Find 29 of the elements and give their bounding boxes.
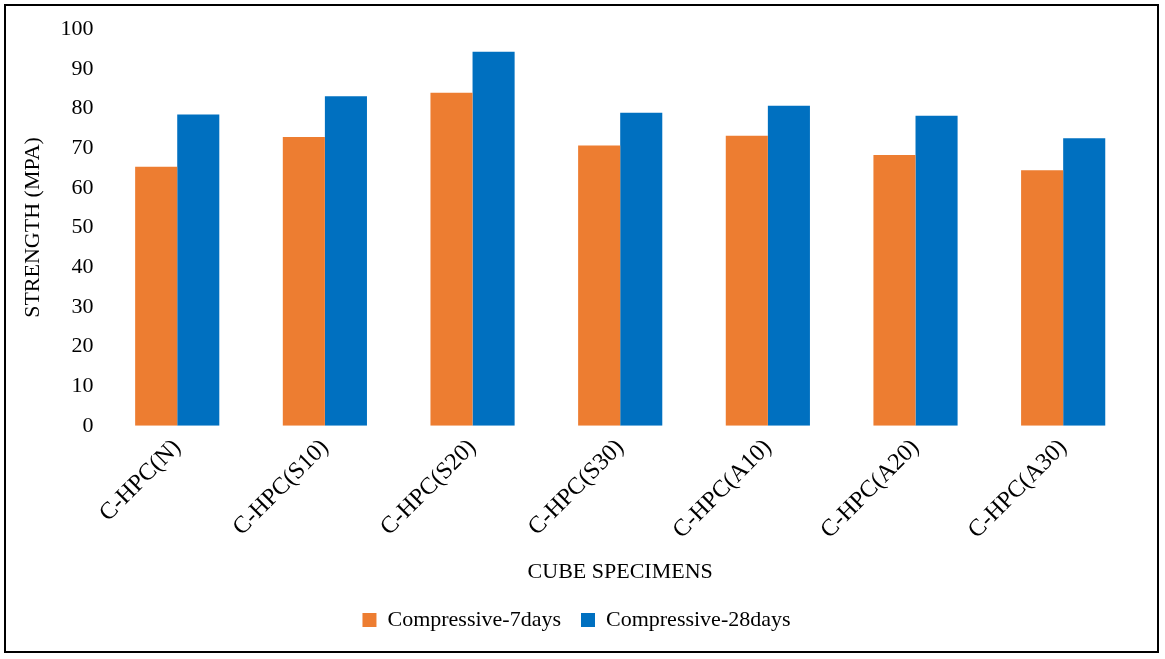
bar xyxy=(915,115,958,426)
bar xyxy=(873,154,916,426)
y-tick-label: 0 xyxy=(82,411,94,437)
y-tick-label: 50 xyxy=(71,213,94,239)
y-tick-label: 100 xyxy=(60,14,94,40)
bar xyxy=(177,114,220,426)
bar xyxy=(578,145,621,426)
y-axis-title: STRENGTH (MPA) xyxy=(18,137,44,318)
bar xyxy=(282,137,325,426)
y-tick-label: 70 xyxy=(71,133,94,159)
y-tick-label: 10 xyxy=(71,371,94,397)
bar xyxy=(430,92,473,426)
y-tick-label: 30 xyxy=(71,292,94,318)
legend-label: Compressive-7days xyxy=(387,605,561,631)
bar xyxy=(1021,170,1064,426)
y-tick-label: 90 xyxy=(71,54,94,80)
y-tick-label: 40 xyxy=(71,252,94,278)
y-tick-label: 20 xyxy=(71,332,94,358)
bar xyxy=(324,96,367,426)
bar xyxy=(135,166,178,426)
bar xyxy=(620,112,663,426)
bar xyxy=(767,105,810,426)
bar xyxy=(725,135,768,426)
bar xyxy=(472,51,515,426)
y-tick-label: 60 xyxy=(71,173,94,199)
x-axis-title: CUBE SPECIMENS xyxy=(527,557,713,583)
legend-label: Compressive-28days xyxy=(606,605,791,631)
bar xyxy=(1063,138,1106,426)
y-tick-label: 80 xyxy=(71,94,94,120)
